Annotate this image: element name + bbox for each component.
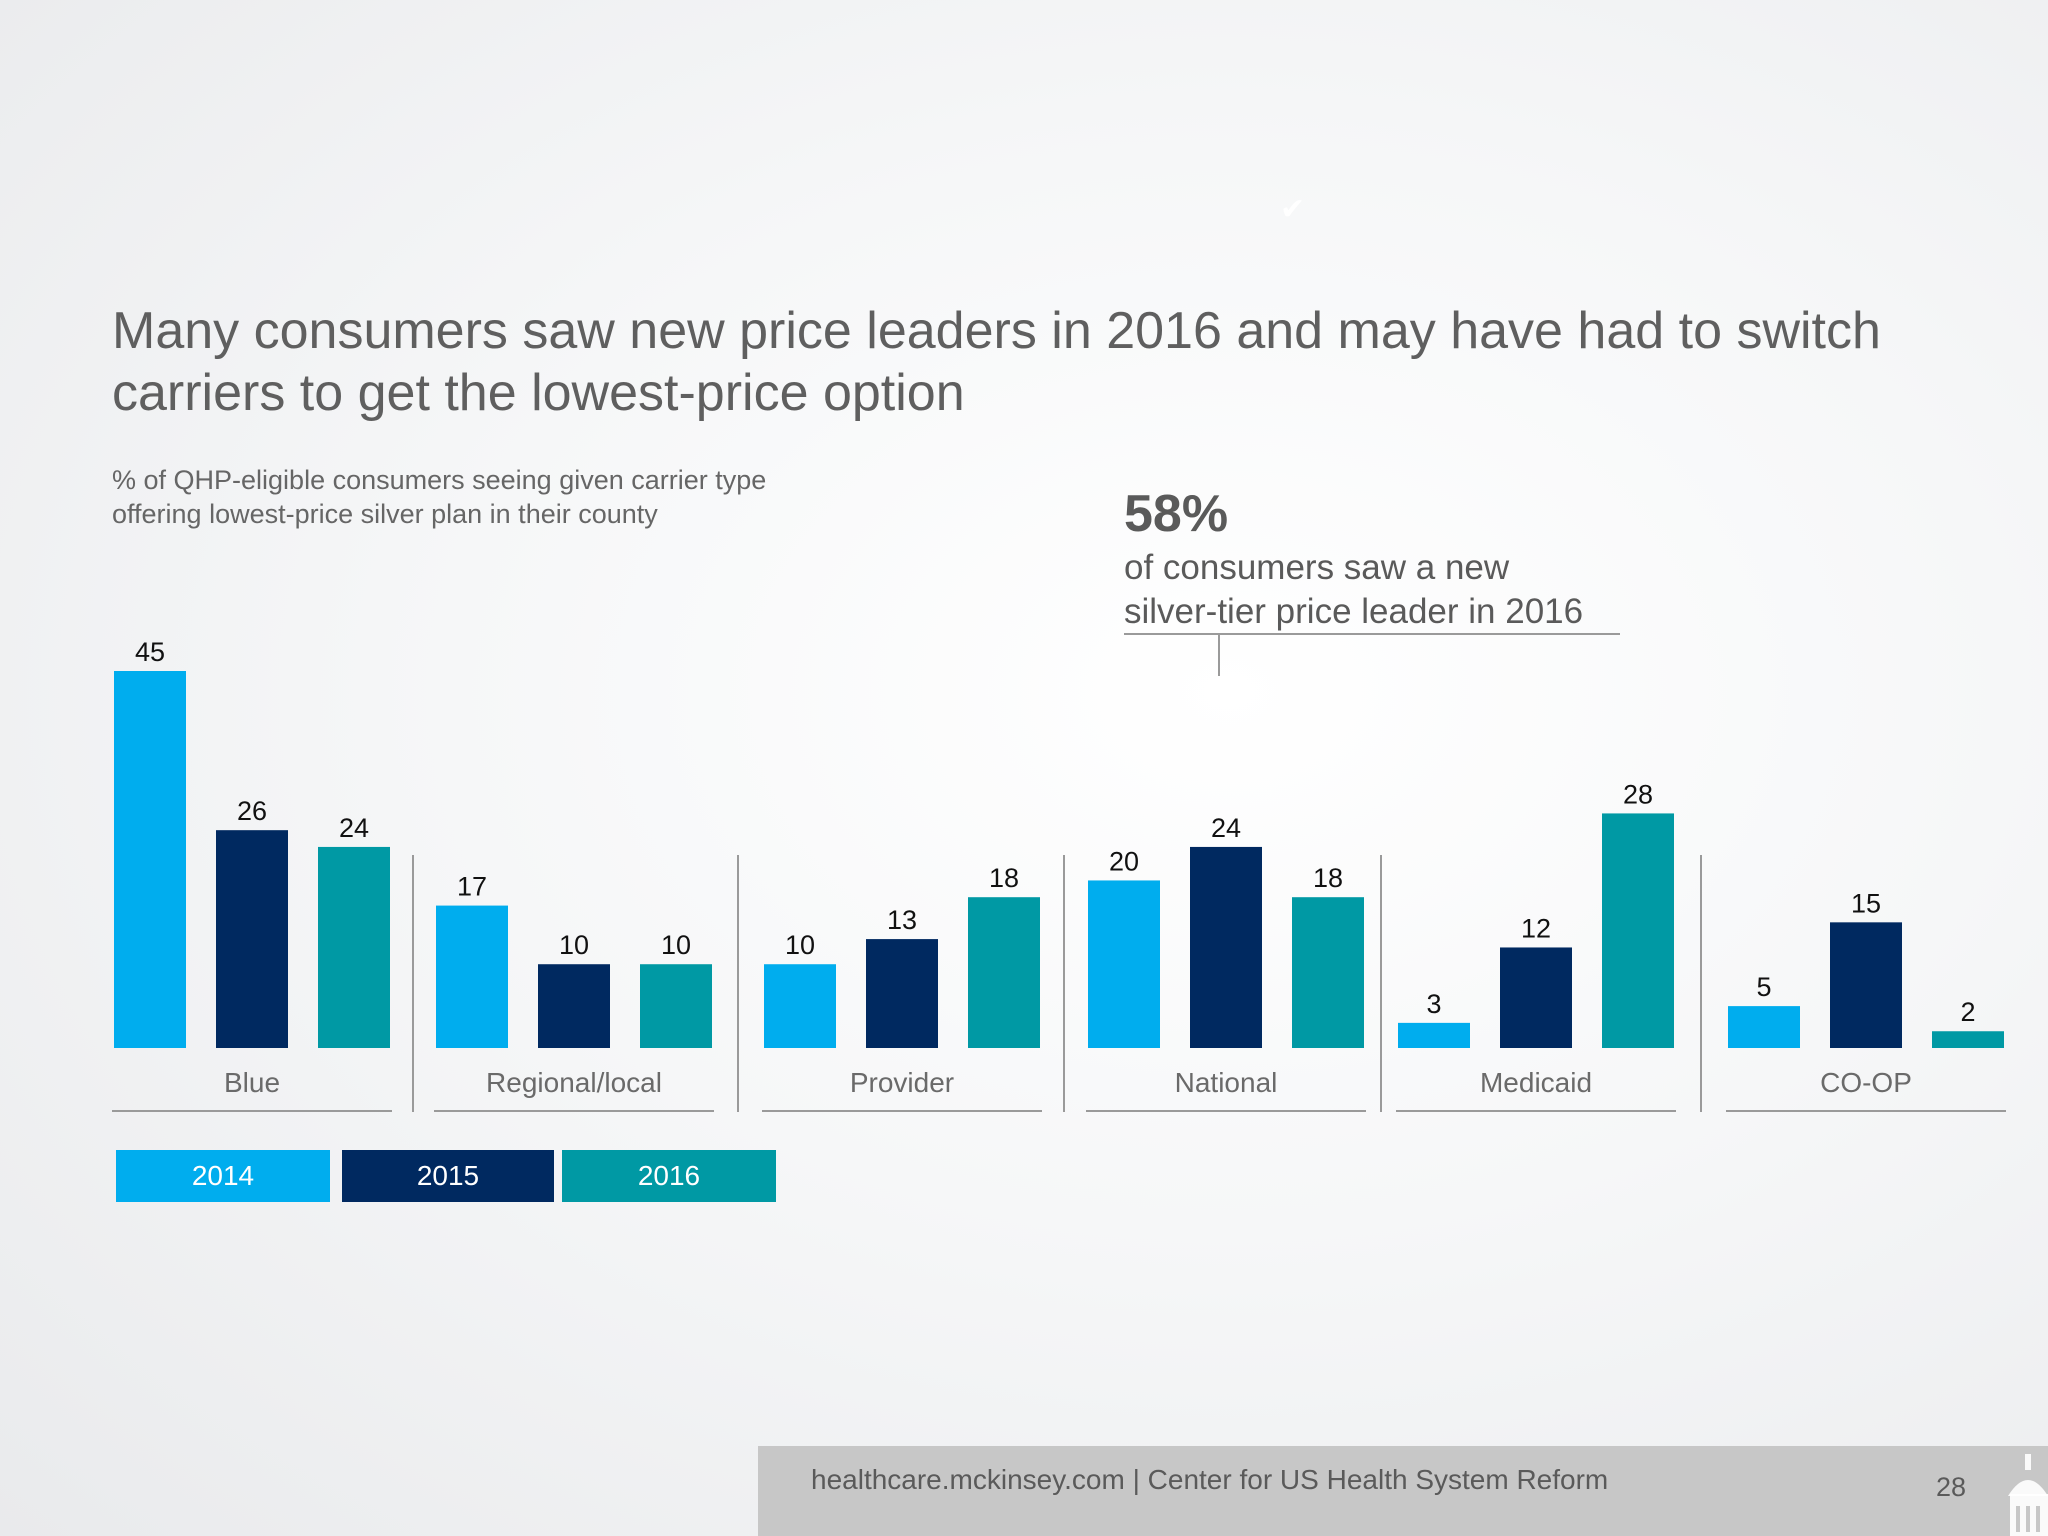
data-label: 10 — [785, 930, 815, 960]
data-label: 18 — [989, 863, 1019, 893]
data-label: 18 — [1313, 863, 1343, 893]
page-number: 28 — [1936, 1472, 1967, 1502]
data-label: 24 — [1211, 813, 1241, 843]
callout-line-2: silver-tier price leader in 2016 — [1124, 592, 1584, 631]
bar-national-2014 — [1088, 880, 1160, 1048]
bar-national-2015 — [1190, 846, 1262, 1048]
category-label-blue: Blue — [224, 1067, 280, 1098]
legend-item-2015: 2015 — [342, 1150, 554, 1202]
bar-medicaid-2016 — [1602, 813, 1674, 1048]
category-label-medicaid: Medicaid — [1480, 1067, 1592, 1098]
data-label: 15 — [1851, 888, 1881, 918]
data-label: 17 — [457, 872, 487, 902]
bar-regional-local-2014 — [436, 905, 508, 1048]
subtitle-line-2: offering lowest-price silver plan in the… — [112, 499, 658, 529]
bar-co-op-2016 — [1932, 1031, 2004, 1048]
bar-blue-2015 — [216, 830, 288, 1048]
capitol-icon — [2008, 1454, 2048, 1536]
bar-blue-2014 — [114, 671, 186, 1048]
legend-label: 2016 — [637, 1160, 701, 1191]
callout-pointer — [1218, 634, 1220, 676]
data-label: 10 — [559, 930, 589, 960]
legend-label: 2014 — [191, 1160, 255, 1191]
data-label: 12 — [1521, 913, 1551, 943]
category-label-co-op: CO-OP — [1820, 1067, 1912, 1098]
bar-medicaid-2015 — [1500, 947, 1572, 1048]
data-label: 3 — [1426, 989, 1441, 1019]
footer-bar — [758, 1446, 2048, 1536]
bar-national-2016 — [1292, 897, 1364, 1048]
bar-regional-local-2016 — [640, 964, 712, 1048]
legend-item-2014: 2014 — [116, 1150, 330, 1202]
legend-item-2016: 2016 — [562, 1150, 776, 1202]
callout-line-1: of consumers saw a new — [1124, 548, 1510, 587]
data-label: 26 — [237, 796, 267, 826]
data-label: 5 — [1756, 972, 1771, 1002]
data-label: 2 — [1960, 997, 1975, 1027]
bar-provider-2014 — [764, 964, 836, 1048]
footer-text: healthcare.mckinsey.com | Center for US … — [811, 1464, 1609, 1495]
data-label: 20 — [1109, 846, 1139, 876]
chart-subtitle: % of QHP-eligible consumers seeing given… — [112, 463, 872, 531]
category-label-national: National — [1175, 1067, 1278, 1098]
data-label: 45 — [135, 637, 165, 667]
data-label: 24 — [339, 813, 369, 843]
data-label: 13 — [887, 905, 917, 935]
category-label-provider: Provider — [850, 1067, 954, 1098]
subtitle-line-1: % of QHP-eligible consumers seeing given… — [112, 465, 767, 495]
callout-value: 58% — [1124, 485, 1229, 543]
bar-regional-local-2015 — [538, 964, 610, 1048]
category-label-regional-local: Regional/local — [486, 1067, 662, 1098]
bar-provider-2015 — [866, 939, 938, 1048]
bar-blue-2016 — [318, 846, 390, 1048]
bar-co-op-2015 — [1830, 922, 1902, 1048]
callout-underline — [1124, 633, 1620, 635]
check-icon: ✔ — [1280, 193, 1306, 226]
data-label: 10 — [661, 930, 691, 960]
bar-provider-2016 — [968, 897, 1040, 1048]
bar-medicaid-2014 — [1398, 1022, 1470, 1048]
legend-label: 2015 — [416, 1160, 480, 1191]
bar-co-op-2014 — [1728, 1006, 1800, 1048]
callout: 58% of consumers saw a new silver-tier p… — [1124, 482, 1624, 634]
page-title: Many consumers saw new price leaders in … — [112, 302, 1881, 422]
data-label: 28 — [1623, 779, 1653, 809]
